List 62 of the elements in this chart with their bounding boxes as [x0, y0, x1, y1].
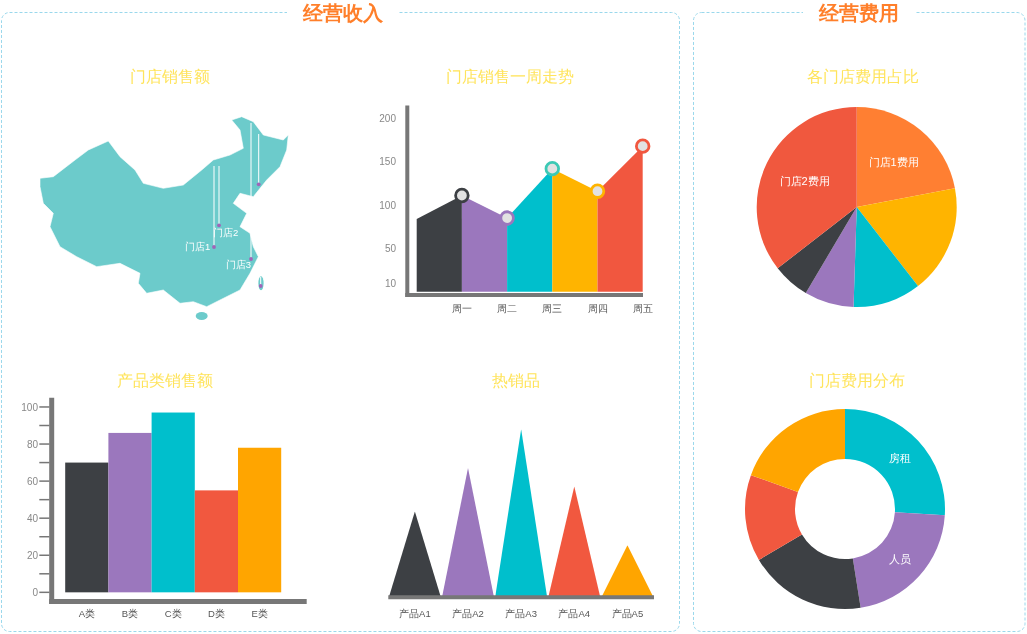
- x-tick-label: 产品A2: [452, 608, 484, 619]
- text: 经营费用: [818, 2, 899, 24]
- y-tick-label: 0: [32, 586, 39, 598]
- pie-slice: [856, 107, 955, 207]
- pie-slice: [853, 207, 918, 307]
- x-tick-label: 产品A3: [505, 608, 537, 619]
- chart-title: 热销品: [492, 372, 540, 389]
- donut-slice: [758, 534, 861, 609]
- y-tick-label: 80: [26, 438, 39, 450]
- text: 经营收入: [302, 2, 384, 24]
- donut-slice: [845, 409, 945, 516]
- x-tick-label: C类: [164, 608, 182, 619]
- x-tick-label: E类: [251, 608, 268, 619]
- donut-slice: [750, 409, 845, 493]
- slice-label: 门店1费用: [868, 156, 919, 169]
- bar: [65, 462, 109, 593]
- pie-slice: [856, 188, 957, 287]
- point: [544, 160, 560, 177]
- text: 门店2: [213, 226, 239, 238]
- y-tick-label: 10: [384, 277, 397, 289]
- bar: [108, 432, 152, 593]
- x-tick-label: 产品A4: [558, 608, 591, 619]
- x-tick-label: A类: [78, 608, 95, 619]
- point: [499, 210, 515, 226]
- bar: [194, 490, 238, 593]
- chart-title: 门店费用分布: [809, 372, 905, 389]
- chart-title: 各门店费用占比: [807, 68, 919, 85]
- x-tick-label: 周一: [451, 303, 472, 314]
- bar: [151, 412, 195, 593]
- text: 门店销售额: [130, 68, 210, 85]
- bar: [238, 447, 282, 593]
- pie-slice: [756, 107, 857, 269]
- text: 门店3: [225, 259, 251, 270]
- y-tick-label: 150: [379, 156, 397, 168]
- text: 门店1: [185, 241, 211, 252]
- chart-title: 产品类销售额: [117, 372, 213, 389]
- x-tick-label: 产品A5: [611, 608, 644, 619]
- y-tick-label: 200: [379, 113, 397, 124]
- x-tick-label: D类: [207, 608, 225, 619]
- slice-label: 门店2费用: [779, 175, 830, 188]
- x-tick-label: 产品A1: [399, 608, 431, 619]
- point: [589, 183, 606, 199]
- x-tick-label: 周四: [587, 303, 608, 314]
- point: [635, 138, 651, 154]
- pie-slice: [805, 207, 857, 307]
- chart-title: 门店销售一周走势: [446, 68, 574, 85]
- slice-label: 人员: [889, 553, 912, 566]
- point: [454, 187, 470, 204]
- y-tick-label: 60: [26, 475, 39, 487]
- x-tick-label: 周三: [542, 303, 563, 314]
- donut-slice: [852, 512, 945, 608]
- x-tick-label: B类: [121, 608, 139, 619]
- x-tick-label: 周五: [632, 303, 653, 314]
- y-tick-label: 100: [21, 401, 39, 413]
- y-tick-label: 50: [384, 242, 397, 254]
- y-tick-label: 20: [26, 549, 39, 561]
- pie-slice: [777, 207, 857, 294]
- y-tick-label: 40: [26, 512, 39, 524]
- donut-slice: [745, 475, 802, 560]
- x-tick-label: 周二: [497, 303, 518, 314]
- y-tick-label: 100: [379, 199, 397, 211]
- slice-label: 房租: [888, 451, 911, 464]
